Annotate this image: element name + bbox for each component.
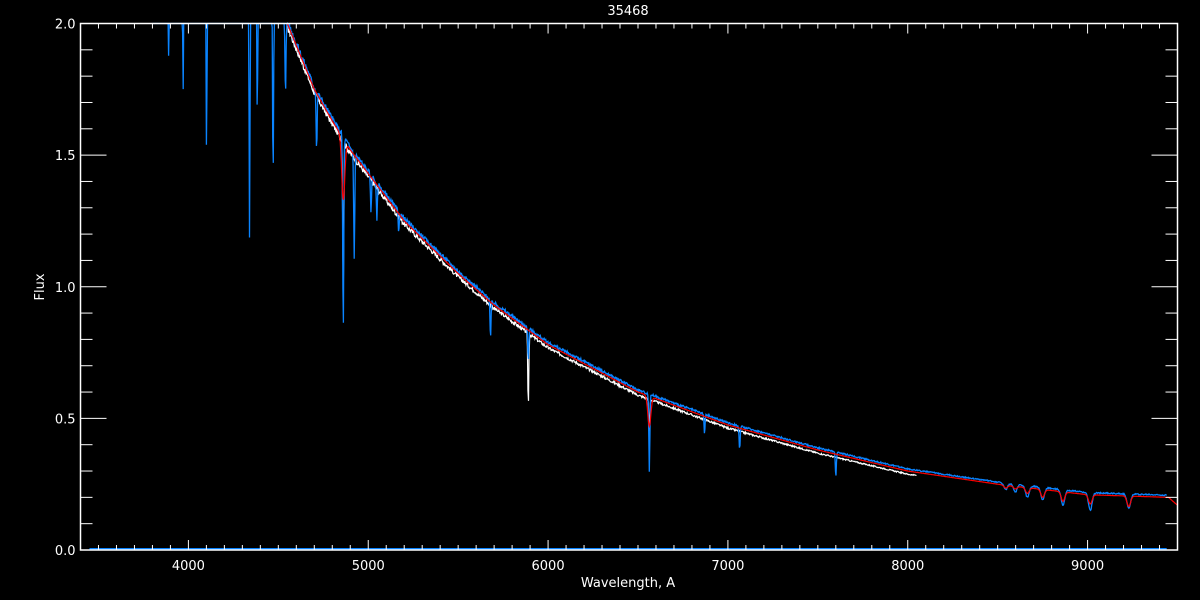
y-tick-label: 0.5 [55,412,76,427]
x-tick-label: 6000 [532,559,565,574]
y-tick-label: 1.5 [55,149,76,164]
plot-frame [79,22,1179,551]
y-tick-label: 0.0 [55,544,76,559]
model-spectrum-red [286,23,1178,508]
x-tick-label: 5000 [352,559,385,574]
x-axis-label: Wavelength, A [581,576,675,591]
y-tick-label: 2.0 [55,18,76,33]
x-tick-label: 9000 [1071,559,1104,574]
observed-spectrum-white [286,23,917,477]
chart-title: 35468 [607,4,648,19]
x-tick-label: 7000 [711,559,744,574]
y-axis-label: Flux [33,273,48,300]
observed-spectrum-blue [152,21,1168,512]
x-tick-label: 4000 [172,559,205,574]
x-tick-label: 8000 [891,559,924,574]
y-tick-label: 1.0 [55,281,76,296]
